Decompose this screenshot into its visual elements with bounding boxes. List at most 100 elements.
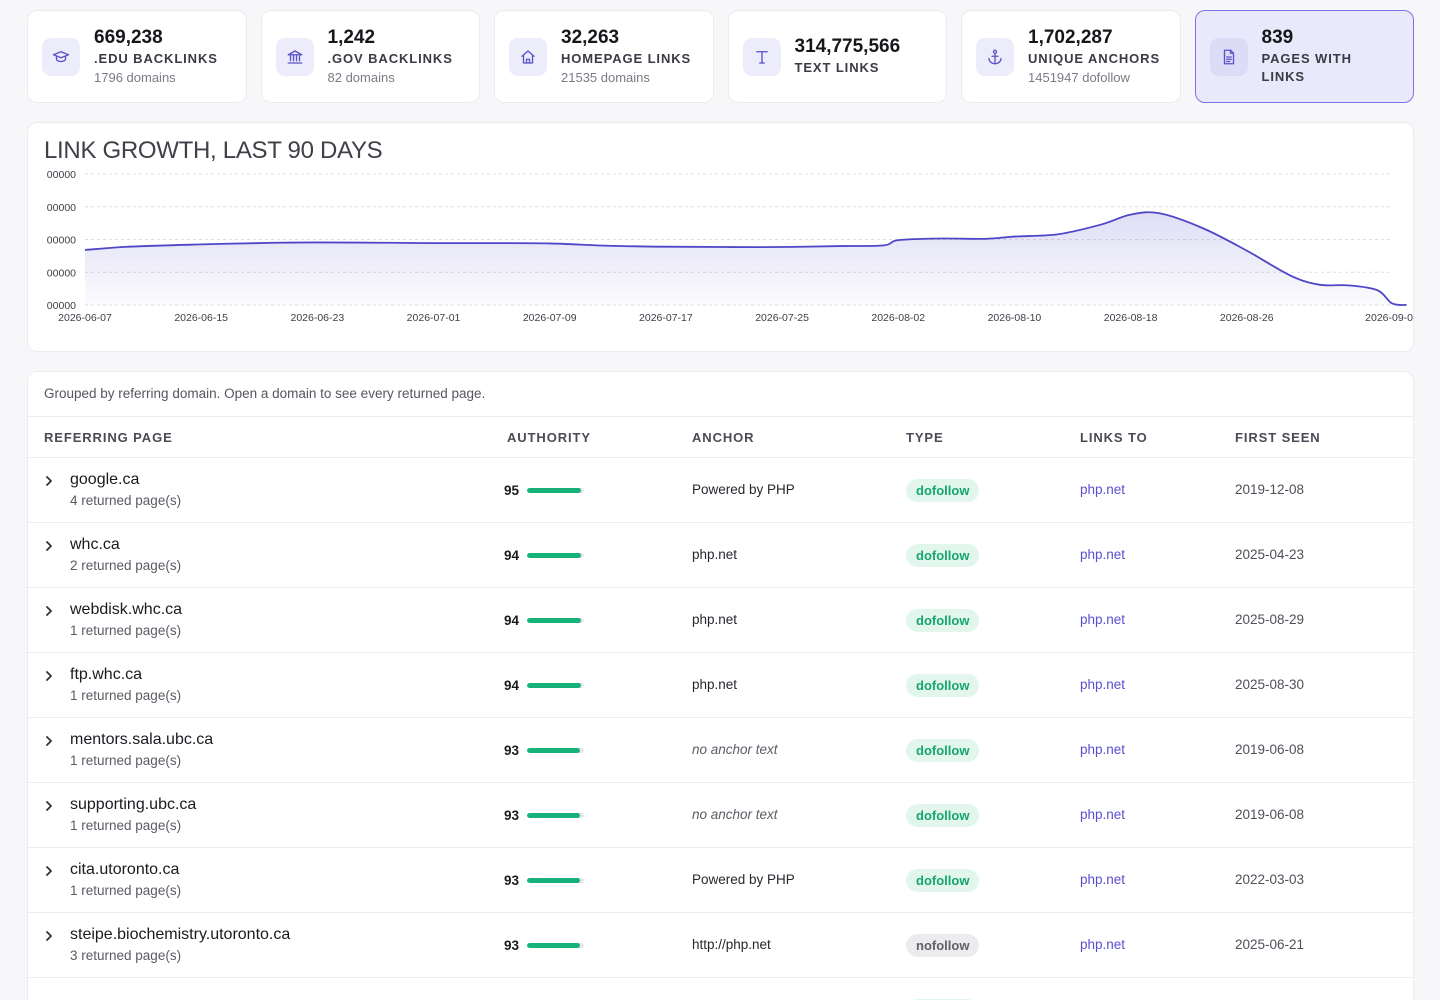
table-row[interactable]: steipe.biochemistry.utoronto.ca 3 return… — [28, 913, 1413, 978]
table-row[interactable]: supporting.ubc.ca 1 returned page(s) 93 … — [28, 783, 1413, 848]
link-growth-chart: LINK GROWTH, LAST 90 DAYS 00000 00000 0000… — [27, 122, 1414, 352]
stat-text: 32,263 HOMEPAGE LINKS 21535 domains — [561, 27, 691, 87]
anchor-cell: php.net — [692, 546, 906, 564]
type-cell: dofollow — [906, 803, 1080, 827]
returned-pages-count: 1 returned page(s) — [70, 817, 182, 833]
referring-page-cell: google.ca 4 returned page(s) — [28, 470, 494, 511]
text-icon — [742, 37, 781, 76]
links-to-link[interactable]: php.net — [1080, 677, 1126, 692]
referring-domain[interactable]: whc.ca — [70, 535, 120, 553]
chevron-right-icon[interactable] — [44, 600, 70, 621]
authority-score: 94 — [503, 547, 519, 563]
chevron-right-icon[interactable] — [44, 730, 70, 751]
table-row[interactable]: cs.uwaterloo.ca dofollow — [28, 978, 1413, 1000]
header-type[interactable]: TYPE — [906, 429, 944, 445]
anchor-text: php.net — [692, 547, 738, 562]
anchor-text: php.net — [692, 612, 738, 627]
links-to-cell: php.net — [1080, 481, 1235, 499]
header-links-to[interactable]: LINKS TO — [1080, 429, 1148, 445]
chevron-right-icon[interactable] — [44, 925, 70, 946]
chevron-right-icon[interactable] — [44, 535, 70, 556]
links-to-link[interactable]: php.net — [1080, 742, 1126, 757]
x-tick-label: 2026-07-09 — [523, 312, 577, 324]
stat-text: 839 PAGES WITH LINKS — [1262, 27, 1400, 86]
stat-card-gov-backlinks[interactable]: 1,242 .GOV BACKLINKS 82 domains — [260, 10, 480, 103]
links-to-link[interactable]: php.net — [1080, 482, 1126, 497]
first-seen-date: 2022-03-03 — [1235, 872, 1305, 887]
stat-card-pages-with-links[interactable]: 839 PAGES WITH LINKS — [1194, 10, 1414, 103]
stat-label: .EDU BACKLINKS — [94, 50, 218, 66]
referring-domain[interactable]: steipe.biochemistry.utoronto.ca — [70, 925, 291, 943]
table-row[interactable]: cita.utoronto.ca 1 returned page(s) 93 P… — [28, 848, 1413, 913]
stat-text: 669,238 .EDU BACKLINKS 1796 domains — [94, 27, 218, 87]
links-to-link[interactable]: php.net — [1080, 612, 1126, 627]
type-cell: dofollow — [906, 478, 1080, 502]
stat-card-homepage-links[interactable]: 32,263 HOMEPAGE LINKS 21535 domains — [494, 10, 714, 103]
anchor-cell: no anchor text — [692, 806, 906, 824]
links-to-cell: php.net — [1080, 611, 1235, 629]
links-to-link[interactable]: php.net — [1080, 872, 1126, 887]
anchor-cell: php.net — [692, 611, 906, 629]
referring-domain[interactable]: cita.utoronto.ca — [70, 860, 180, 878]
authority-score: 93 — [503, 742, 519, 758]
chevron-right-icon[interactable] — [44, 795, 70, 816]
link-type-badge: dofollow — [906, 803, 980, 827]
table-row[interactable]: mentors.sala.ubc.ca 1 returned page(s) 9… — [28, 718, 1413, 783]
stat-value: 839 — [1261, 27, 1294, 48]
header-referring-page[interactable]: REFERRING PAGE — [44, 429, 173, 445]
returned-pages-count: 4 returned page(s) — [70, 492, 182, 508]
x-tick-label: 2026-07-01 — [407, 312, 461, 324]
first-seen-cell: 2025-08-30 — [1235, 676, 1413, 694]
stat-label: .GOV BACKLINKS — [327, 50, 453, 66]
anchor-text: no anchor text — [692, 742, 778, 757]
first-seen-date: 2019-06-08 — [1235, 807, 1305, 822]
first-seen-cell: 2025-08-29 — [1235, 611, 1413, 629]
authority-cell: 93 — [494, 873, 692, 888]
referring-domain[interactable]: ftp.whc.ca — [70, 665, 143, 683]
authority-score: 95 — [503, 482, 519, 498]
referring-domain[interactable]: supporting.ubc.ca — [70, 795, 197, 813]
chart-title: LINK GROWTH, LAST 90 DAYS — [44, 137, 383, 164]
authority-bar — [527, 617, 584, 623]
authority-bar — [527, 877, 584, 883]
chevron-right-icon[interactable] — [44, 470, 70, 491]
authority-bar-fill — [527, 552, 581, 558]
header-anchor[interactable]: ANCHOR — [692, 429, 755, 445]
table-row[interactable]: google.ca 4 returned page(s) 95 Powered … — [28, 458, 1413, 523]
stat-card-text-links[interactable]: 314,775,566 TEXT LINKS — [727, 10, 947, 103]
stat-card-edu-backlinks[interactable]: 669,238 .EDU BACKLINKS 1796 domains — [27, 10, 247, 103]
table-row[interactable]: ftp.whc.ca 1 returned page(s) 94 php.net… — [28, 653, 1413, 718]
authority-cell: 95 — [494, 483, 692, 498]
table-row[interactable]: whc.ca 2 returned page(s) 94 php.net dof… — [28, 523, 1413, 588]
link-type-badge: dofollow — [906, 738, 980, 762]
referring-domain[interactable]: mentors.sala.ubc.ca — [70, 730, 214, 748]
authority-bar-fill — [527, 617, 581, 623]
links-to-link[interactable]: php.net — [1080, 807, 1126, 822]
chevron-right-icon[interactable] — [44, 860, 70, 881]
home-icon — [509, 37, 547, 76]
anchor-cell: no anchor text — [692, 741, 906, 759]
anchor-text: Powered by PHP — [692, 872, 795, 887]
stat-card-unique-anchors[interactable]: 1,702,287 UNIQUE ANCHORS 1451947 dofollo… — [961, 10, 1181, 103]
chevron-right-icon[interactable] — [44, 665, 70, 686]
anchor-cell: Powered by PHP — [692, 481, 906, 499]
header-first-seen[interactable]: FIRST SEEN — [1235, 429, 1321, 445]
links-to-cell: php.net — [1080, 936, 1235, 954]
links-to-link[interactable]: php.net — [1080, 937, 1126, 952]
x-tick-label: 2026-07-17 — [639, 312, 693, 324]
anchor-cell: Powered by PHP — [692, 871, 906, 889]
links-to-link[interactable]: php.net — [1080, 547, 1126, 562]
referring-domain[interactable]: google.ca — [70, 470, 140, 488]
authority-cell: 93 — [494, 743, 692, 758]
authority-cell: 93 — [494, 808, 692, 823]
links-to-cell: php.net — [1080, 546, 1235, 564]
first-seen-date: 2025-06-21 — [1235, 937, 1305, 952]
table-row[interactable]: webdisk.whc.ca 1 returned page(s) 94 php… — [28, 588, 1413, 653]
header-authority[interactable]: AUTHORITY — [507, 429, 591, 445]
y-tick-label: 00000 — [47, 300, 76, 312]
stat-value: 669,238 — [94, 26, 163, 48]
first-seen-date: 2019-12-08 — [1235, 482, 1305, 497]
returned-pages-count: 2 returned page(s) — [70, 557, 182, 573]
graduation-cap-icon — [42, 37, 80, 76]
referring-domain[interactable]: webdisk.whc.ca — [70, 600, 183, 618]
